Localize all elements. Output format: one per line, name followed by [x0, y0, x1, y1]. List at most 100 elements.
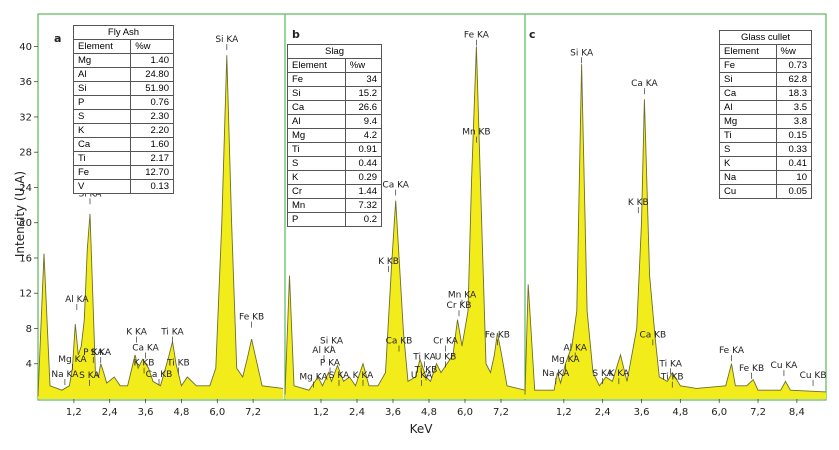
x-tick-label: 8,4 [789, 407, 805, 418]
peak-label: Ca KA [382, 180, 409, 190]
x-tick-label: 3,6 [138, 407, 154, 418]
cell-value: 1.44 [344, 184, 383, 199]
spectrum-line-b [284, 46, 526, 395]
cell-value: 3.5 [775, 100, 813, 115]
x-tick-label: 3,6 [385, 407, 401, 418]
cell-element: K [72, 123, 132, 138]
cell-value: 0.05 [775, 184, 813, 199]
peak-label: Ca KA [132, 344, 159, 354]
table-row: P 0.2 [287, 212, 383, 227]
table-row: S 0.33 [719, 142, 813, 157]
peak-label: Mn KA [448, 291, 477, 301]
table-row: S 2.30 [72, 109, 174, 124]
table-row: Ca 1.60 [72, 137, 174, 152]
peak-label: K KB [378, 257, 399, 267]
peak-label: Cu KB [800, 371, 827, 381]
cell-element: Ca [719, 86, 777, 101]
figure-frame [37, 13, 827, 401]
y-tick-label: 32 [19, 112, 32, 123]
cell-element: Al [72, 67, 132, 82]
peak-label: K KA [353, 371, 375, 381]
peak-label: Ca KB [639, 330, 666, 340]
table-row: Al 3.5 [719, 100, 813, 115]
cell-value: 2.30 [130, 109, 174, 124]
table-title: Glass cullet [719, 30, 812, 45]
y-tick-label: 4 [26, 359, 32, 370]
cell-element: Mg [719, 114, 777, 129]
cell-value: 12.70 [130, 165, 174, 180]
panel-label-c: c [529, 28, 536, 41]
cell-value: 0.13 [130, 179, 174, 194]
x-tick-label: 7,2 [245, 407, 261, 418]
x-tick-label: 1,2 [556, 407, 572, 418]
cell-element: Cu [719, 184, 777, 199]
peak-label: P KA [320, 359, 341, 369]
cell-element: Fe [72, 165, 132, 180]
composition-table-glass-cullet: Glass cullet Element %w Fe 0.73 Si 62.8 Ca… [719, 30, 813, 199]
table-row: Fe 34 [287, 72, 383, 87]
table-row: Na 10 [719, 170, 813, 185]
cell-element: Cr [287, 184, 346, 199]
cell-value: 2.17 [130, 151, 174, 166]
table-row: Mg 4.2 [287, 128, 383, 143]
peak-label: Fe KB [485, 330, 510, 340]
x-tick-label: 6,0 [457, 407, 473, 418]
panel-label-b: b [292, 28, 300, 41]
cell-value: 0.41 [775, 156, 813, 171]
cell-element: S [719, 142, 777, 157]
y-tick-label: 36 [19, 77, 32, 88]
cell-value: 18.3 [775, 86, 813, 101]
table-row: Si 15.2 [287, 86, 383, 101]
x-tick-label: 4,8 [173, 407, 189, 418]
cell-value: 51.90 [130, 81, 174, 96]
peak-label: Si KA [570, 48, 594, 58]
peak-label: Al KA [563, 344, 587, 354]
table-row: Mn 7.32 [287, 198, 383, 213]
peak-label: Na KA [542, 369, 570, 379]
table-title: Fly Ash [73, 25, 174, 40]
table-row: Fe 12.70 [72, 165, 174, 180]
table-row: Cu 0.05 [719, 184, 813, 199]
cell-value: 62.8 [775, 72, 813, 87]
peak-label: P KA [83, 348, 104, 358]
table-header-element: Element [287, 58, 346, 73]
cell-value: 1.60 [130, 137, 174, 152]
cell-element: Fe [719, 58, 777, 73]
y-tick-label: 40 [19, 42, 32, 53]
peak-label: K KB [134, 359, 155, 369]
cell-element: P [287, 212, 346, 227]
peak-label: Ti KA [412, 352, 436, 362]
cell-value: 0.29 [344, 170, 383, 185]
cell-element: Ca [72, 137, 132, 152]
cell-element: K [287, 170, 346, 185]
peak-label: S KA [79, 371, 100, 381]
cell-value: 15.2 [344, 86, 383, 101]
peak-label: K KA [126, 328, 148, 338]
cell-value: 0.15 [775, 128, 813, 143]
table-row: Si 62.8 [719, 72, 813, 87]
cell-element: Ti [287, 142, 346, 157]
x-tick-label: 4,8 [421, 407, 437, 418]
cell-value: 0.44 [344, 156, 383, 171]
peak-label: S KA [329, 371, 350, 381]
cell-element: Mg [287, 128, 346, 143]
table-header-pct: %w [775, 44, 813, 59]
y-tick-label: 12 [19, 289, 32, 300]
cell-value: 0.2 [344, 212, 383, 227]
y-tick-label: 16 [19, 253, 32, 264]
x-tick-label: 7,2 [493, 407, 509, 418]
peak-label: Fe KA [464, 31, 490, 41]
cell-value: 0.73 [775, 58, 813, 73]
peak-label: Fe KB [739, 364, 764, 374]
spectrum-line-c [524, 64, 827, 395]
peak-label: Al KA [312, 346, 336, 356]
cell-element: Fe [287, 72, 346, 87]
peak-label: Cr KA [433, 336, 459, 346]
y-tick-label: 8 [26, 324, 32, 335]
peak-label: U KB [435, 352, 457, 362]
table-row: P 0.76 [72, 95, 174, 110]
peak-label: Ca KB [146, 370, 173, 380]
x-tick-label: 1,2 [66, 407, 82, 418]
peak-label: Cr KB [447, 301, 472, 311]
peak-label: Ti KA [658, 359, 682, 369]
